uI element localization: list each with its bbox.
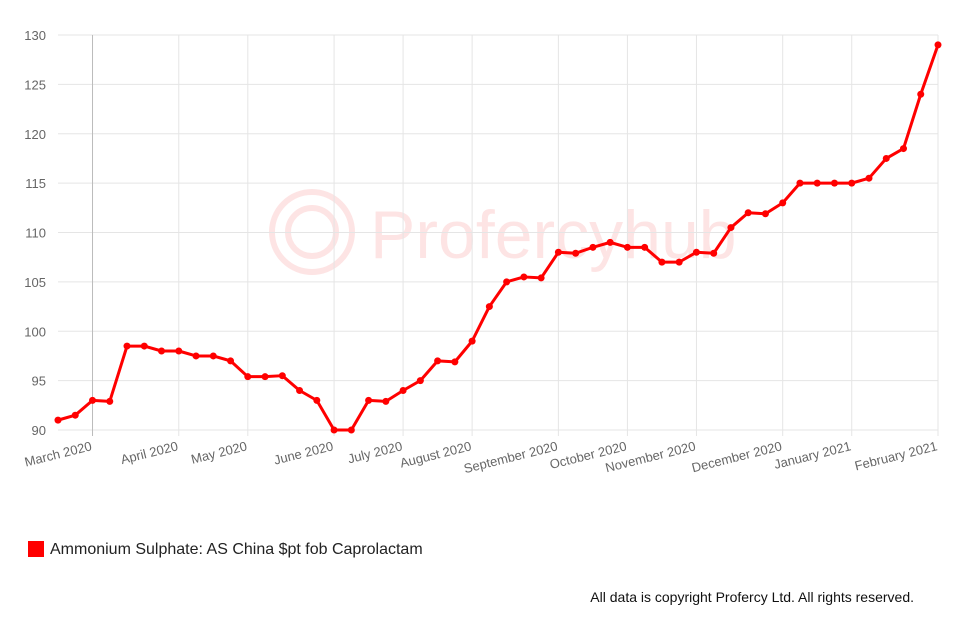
point <box>917 90 925 98</box>
point <box>865 174 873 182</box>
point <box>434 357 442 365</box>
y-tick-label: 95 <box>32 374 46 389</box>
point <box>537 274 545 282</box>
x-tick-label: December 2020 <box>690 438 783 475</box>
point <box>123 342 131 350</box>
point <box>192 352 200 360</box>
point <box>761 210 769 218</box>
point <box>899 145 907 153</box>
point <box>589 243 597 251</box>
point <box>106 397 114 405</box>
point <box>54 416 62 424</box>
legend-label[interactable]: Ammonium Sulphate: AS China $pt fob Capr… <box>50 541 423 558</box>
point <box>796 179 804 187</box>
x-tick-label: July 2020 <box>346 438 404 466</box>
point <box>934 41 942 49</box>
point <box>227 357 235 365</box>
x-tick-label: March 2020 <box>23 438 93 469</box>
point <box>830 179 838 187</box>
legend-swatch[interactable] <box>28 541 44 557</box>
point <box>175 347 183 355</box>
y-tick-label: 120 <box>24 127 46 142</box>
x-tick-label: August 2020 <box>398 438 472 470</box>
point <box>347 426 355 434</box>
point <box>278 372 286 380</box>
point <box>330 426 338 434</box>
point <box>158 347 166 355</box>
point <box>503 278 511 286</box>
y-tick-label: 90 <box>32 423 46 438</box>
point <box>416 377 424 385</box>
point <box>727 224 735 232</box>
point <box>485 303 493 311</box>
y-tick-label: 105 <box>24 275 46 290</box>
point <box>744 209 752 217</box>
point <box>572 249 580 257</box>
point <box>365 396 373 404</box>
footer: All data is copyright Profercy Ltd. All … <box>590 589 914 605</box>
point <box>399 387 407 394</box>
point <box>554 248 562 256</box>
line <box>57 44 940 432</box>
point <box>382 397 390 405</box>
y-tick-label: 125 <box>24 77 46 92</box>
point <box>520 273 528 281</box>
y-tick-label: 110 <box>25 226 46 241</box>
point <box>606 238 614 246</box>
x-tick-label: May 2020 <box>190 438 249 466</box>
point <box>71 411 79 419</box>
x-tick-label: April 2020 <box>119 438 179 467</box>
point <box>692 248 700 256</box>
point <box>209 352 217 360</box>
point <box>813 179 821 187</box>
x-tick-label: January 2021 <box>772 438 852 472</box>
x-tick-label: February 2021 <box>853 438 939 473</box>
point <box>451 358 459 366</box>
point <box>313 396 321 404</box>
point <box>140 342 148 350</box>
point <box>623 243 631 251</box>
point <box>779 199 787 207</box>
point <box>261 373 269 381</box>
y-tick-label: 115 <box>25 176 46 191</box>
x-tick-label: September 2020 <box>462 438 559 476</box>
point <box>658 258 666 266</box>
point <box>641 243 649 251</box>
point <box>89 396 97 404</box>
point <box>882 154 890 162</box>
point <box>244 373 252 381</box>
point <box>710 249 718 257</box>
point <box>468 337 476 345</box>
y-tick-label: 100 <box>24 324 46 339</box>
point <box>848 179 856 187</box>
x-tick-label: June 2020 <box>272 438 335 467</box>
y-tick-label: 130 <box>24 28 46 43</box>
point <box>296 387 304 394</box>
point <box>675 258 683 266</box>
